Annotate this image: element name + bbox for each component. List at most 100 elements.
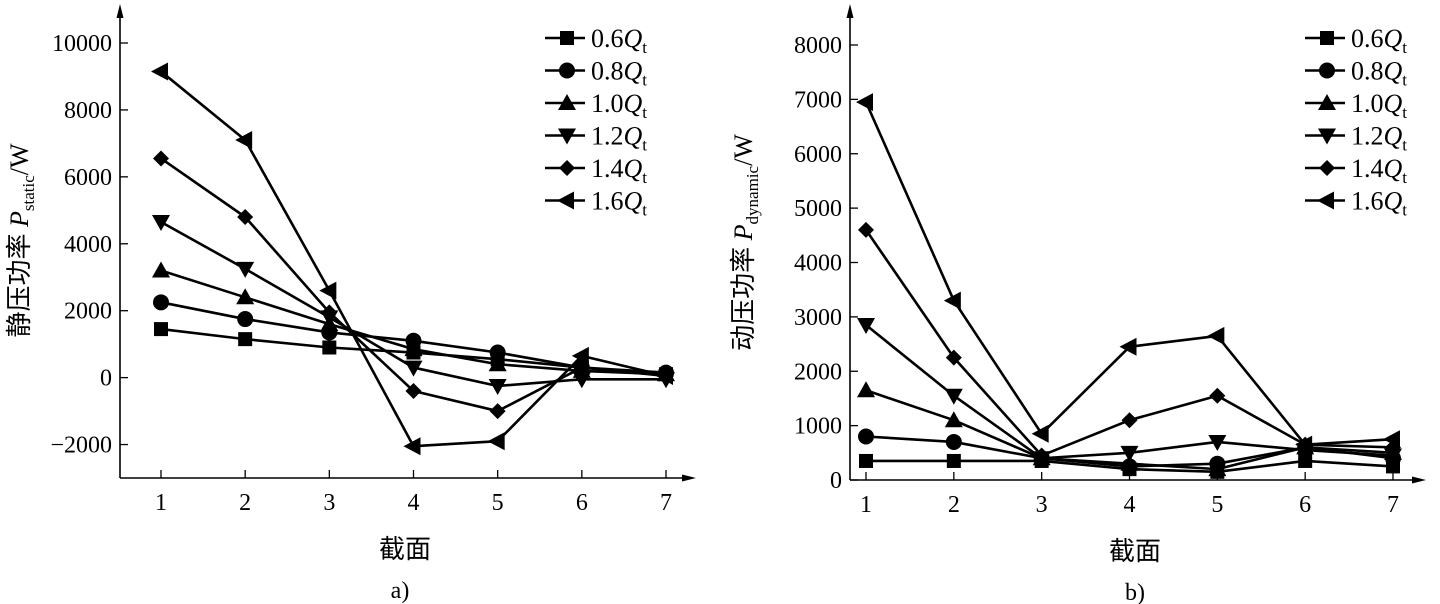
y-tick-label: 7000: [794, 87, 842, 113]
legend-label-subscript: t: [1402, 103, 1407, 122]
x-tick-label: 6: [576, 490, 588, 516]
data-point-triangle-left: [1295, 435, 1313, 454]
legend-triangle-up-icon: [1318, 94, 1336, 110]
chart-a: −2000 0 2000 4000 6000 8000 10000 1 2 3 4 5 6 7 截面 a) 静压…: [5, 4, 696, 604]
data-point-diamond: [945, 349, 962, 366]
y-tick-label: 2000: [794, 359, 842, 385]
data-point-triangle-left: [235, 131, 253, 150]
data-point-triangle-left: [571, 346, 589, 365]
data-point-circle: [237, 311, 254, 328]
x-tick-label: 2: [239, 490, 251, 516]
data-point-diamond: [321, 304, 338, 321]
data-point-triangle-down: [857, 318, 875, 335]
y-tick-label: 8000: [794, 33, 842, 59]
y-tick-label: 2000: [64, 299, 112, 325]
legend-label: 0.8Qt: [591, 57, 647, 90]
data-point-triangle-left: [151, 62, 168, 81]
legend-label-subscript: t: [1402, 38, 1407, 57]
data-point-circle: [945, 433, 962, 450]
legend-label: 1.2Qt: [1351, 122, 1407, 155]
legend-label-symbol: Q: [624, 154, 643, 183]
legend-item: 1.6Qt: [1305, 187, 1407, 220]
legend-label-subscript: t: [1402, 71, 1407, 90]
legend-label: 1.6Qt: [591, 187, 647, 220]
legend-label-subscript: t: [642, 201, 647, 220]
legend-label-num: 1.6: [1351, 187, 1384, 216]
legend-label-num: 1.4: [1351, 154, 1384, 183]
legend-label-symbol: Q: [1384, 24, 1403, 53]
legend-label-num: 0.8: [1351, 57, 1384, 86]
data-point-square: [238, 332, 253, 347]
legend-circle-icon: [559, 62, 575, 79]
data-point-diamond: [1209, 387, 1226, 404]
data-point-triangle-down: [1120, 445, 1139, 462]
y-axis-label: 动压功率 Pdynamic/W: [729, 134, 762, 351]
x-tick-label: 7: [1387, 492, 1399, 518]
x-tick-label: 6: [1299, 492, 1311, 518]
legend-label: 1.0Qt: [591, 89, 647, 122]
legend-item: 1.4Qt: [1305, 154, 1407, 187]
x-tick-label: 2: [948, 492, 960, 518]
legend-label: 1.6Qt: [1351, 187, 1407, 220]
data-point-triangle-down: [236, 261, 255, 278]
y-axis-label-prefix: 动压功率: [729, 240, 758, 351]
data-point-triangle-left: [1383, 430, 1400, 449]
data-point-diamond: [489, 403, 506, 420]
data-point-triangle-left: [943, 291, 961, 310]
legend-label-subscript: t: [1402, 201, 1407, 220]
data-point-diamond: [405, 383, 422, 399]
legend-label-subscript: t: [642, 38, 647, 57]
data-point-triangle-down: [572, 372, 591, 389]
series-1_6: [151, 62, 673, 456]
legend-item: 0.8Qt: [545, 57, 647, 90]
data-point-triangle-left: [319, 281, 337, 300]
legend-item: 1.2Qt: [545, 122, 647, 155]
x-tick-label: 3: [323, 490, 335, 516]
legend-label-symbol: Q: [1384, 122, 1403, 151]
y-tick-label: 8000: [64, 98, 112, 124]
legend-label-subscript: t: [1402, 136, 1407, 155]
data-point-circle: [489, 344, 506, 361]
data-point-square: [1298, 453, 1313, 468]
y-axis-arrow-icon: [846, 4, 854, 18]
legend-triangle-down-icon: [558, 128, 576, 145]
data-point-square: [322, 340, 337, 355]
y-tick-label: 5000: [794, 196, 842, 222]
data-point-circle: [153, 294, 169, 311]
y-tick-label: 4000: [64, 232, 112, 258]
legend-circle-icon: [1319, 62, 1335, 79]
legend-label-subscript: t: [1402, 168, 1407, 187]
data-point-triangle-down: [1384, 448, 1402, 465]
legend-label-symbol: Q: [1384, 89, 1403, 118]
data-point-triangle-down: [944, 388, 963, 405]
legend-item: 1.4Qt: [545, 154, 647, 187]
data-point-diamond: [153, 150, 169, 167]
data-point-triangle-up: [1120, 454, 1139, 471]
y-tick-label: 3000: [794, 305, 842, 331]
y-tick-label: 6000: [64, 165, 112, 191]
y-tick-label: 6000: [794, 142, 842, 168]
x-tick-label: 4: [408, 490, 420, 516]
legend-label: 0.6Qt: [591, 24, 647, 57]
data-point-square: [946, 453, 961, 468]
data-point-square: [859, 453, 873, 468]
y-tick-label: 1000: [794, 414, 842, 440]
legend-item: 1.6Qt: [545, 187, 647, 220]
data-point-triangle-left: [1207, 326, 1225, 345]
data-point-diamond: [573, 359, 590, 376]
x-tick-label: 5: [492, 490, 504, 516]
legend-label-symbol: Q: [624, 89, 643, 118]
legend-label-num: 0.8: [591, 57, 624, 86]
y-axis-arrow-icon: [116, 4, 124, 18]
legend-label-symbol: Q: [624, 57, 643, 86]
x-tick-label: 5: [1211, 492, 1223, 518]
subplot-caption: a): [391, 578, 410, 604]
data-point-triangle-up: [488, 355, 507, 372]
data-point-diamond: [237, 209, 254, 225]
legend-label-symbol: Q: [624, 187, 643, 216]
legend-triangle-left-icon: [557, 191, 574, 210]
data-point-triangle-left: [403, 437, 421, 456]
legend-triangle-down-icon: [1318, 128, 1336, 145]
y-axis-label-symbol: P: [729, 224, 758, 241]
x-tick-label: 3: [1036, 492, 1048, 518]
